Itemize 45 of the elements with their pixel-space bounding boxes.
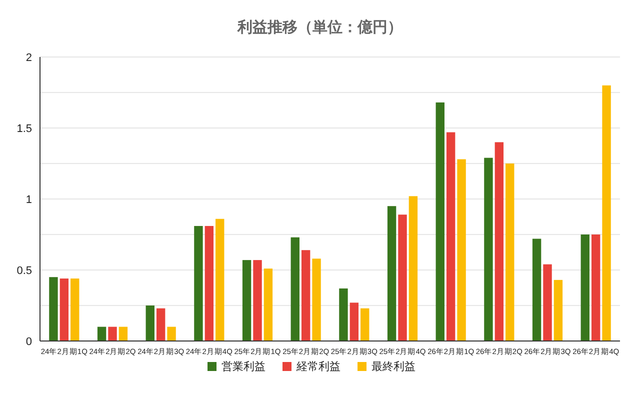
bar — [494, 142, 504, 341]
chart-title: 利益推移（単位：億円） — [236, 19, 402, 36]
bar — [108, 326, 117, 341]
bar — [253, 260, 262, 341]
y-tick-label: 1.5 — [16, 123, 32, 135]
bar — [602, 85, 611, 341]
y-tick-label: 1 — [26, 194, 32, 206]
bar — [580, 234, 590, 341]
bar — [301, 250, 310, 341]
legend-label: 経常利益 — [296, 360, 340, 373]
y-tick-label: 2 — [26, 52, 32, 64]
bar — [216, 218, 224, 341]
bar — [156, 308, 166, 341]
legend-label: 最終利益 — [372, 360, 416, 373]
bar — [591, 234, 600, 341]
bar — [49, 277, 58, 341]
bar — [290, 237, 300, 341]
y-tick-label: 0 — [26, 336, 32, 348]
bar — [167, 326, 176, 341]
bar — [532, 238, 542, 341]
bar — [554, 280, 563, 341]
bar — [194, 226, 203, 341]
bar — [118, 326, 128, 341]
bar — [398, 214, 407, 341]
bar — [436, 102, 444, 341]
y-tick-label: 0.5 — [16, 265, 32, 277]
bar — [543, 264, 552, 341]
bar — [312, 258, 321, 341]
bar — [484, 158, 493, 341]
bar — [97, 326, 106, 341]
bar — [339, 288, 348, 341]
bar — [457, 159, 466, 341]
bar — [60, 278, 69, 341]
bar — [446, 132, 456, 341]
bar — [360, 308, 370, 341]
bar — [506, 164, 514, 341]
bar — [146, 306, 154, 341]
bar — [264, 268, 273, 341]
bar — [387, 206, 396, 341]
bar — [350, 302, 359, 341]
legend-label: 営業利益 — [222, 360, 266, 373]
bar — [204, 226, 214, 341]
bar — [408, 196, 418, 341]
bar — [242, 260, 252, 341]
bar — [70, 278, 80, 341]
